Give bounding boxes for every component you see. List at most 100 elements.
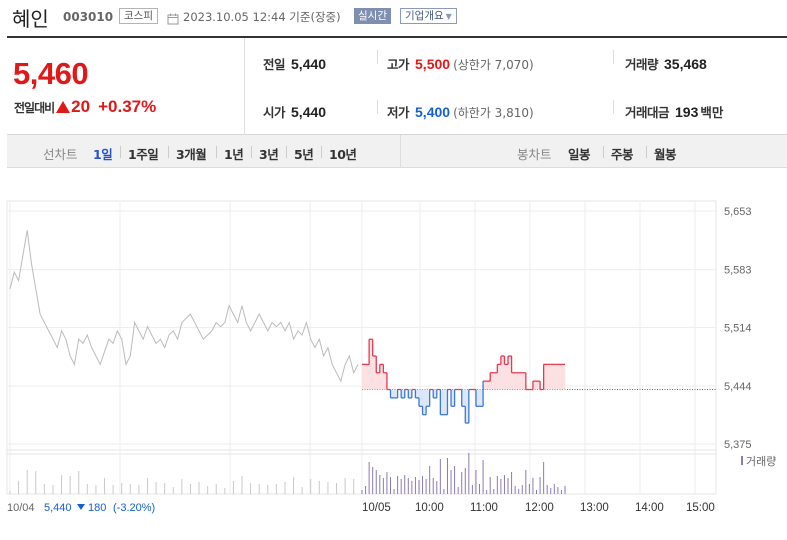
- separator: [120, 146, 121, 158]
- down-area: [433, 389, 438, 398]
- up-area: [511, 372, 516, 390]
- divider: [613, 50, 614, 64]
- down-area: [415, 389, 420, 398]
- trade-value-amount: 193: [675, 104, 699, 120]
- open-label: 시가: [263, 105, 286, 120]
- x-tick-label: 14:00: [635, 502, 664, 514]
- prev-day-change-percent: (-3.20%): [113, 502, 155, 514]
- price-chart[interactable]: 5,653 5,583 5,514 5,444 5,375 거래량 10/05 10:00 11…: [0, 180, 787, 540]
- change-label: 전일대비: [14, 101, 55, 115]
- change-amount: 20: [71, 97, 91, 116]
- volume-label: 거래량: [625, 57, 659, 72]
- low-value: 5,400: [415, 104, 451, 120]
- period-3m[interactable]: 3개월: [176, 147, 207, 162]
- separator: [603, 146, 604, 158]
- up-area: [369, 339, 373, 390]
- y-tick-label: 5,444: [724, 381, 752, 393]
- separator: [216, 146, 217, 158]
- company-overview-label: 기업개요: [405, 10, 444, 22]
- period-10y[interactable]: 10년: [329, 147, 357, 162]
- candle-chart-label: 봉차트: [517, 147, 552, 162]
- caret-down-icon: ▼: [445, 12, 452, 21]
- separator: [321, 146, 322, 158]
- down-area: [451, 389, 455, 407]
- prev-day-change: 180: [88, 502, 106, 514]
- change-percent: +0.37%: [98, 97, 157, 116]
- x-tick-label: 15:00: [686, 502, 715, 514]
- y-tick-label: 5,514: [724, 323, 752, 335]
- up-area: [500, 355, 505, 390]
- period-1y[interactable]: 1년: [224, 147, 244, 162]
- quote-datetime: 2023.10.05 12:44 기준(장중): [183, 10, 341, 24]
- divider: [377, 50, 378, 64]
- chart-toolbar: 선차트 1일 1주일 3개월 1년 3년 5년 10년 봉차트 일봉 주봉 월봉: [7, 135, 787, 168]
- down-area: [479, 389, 484, 407]
- up-area: [383, 372, 388, 390]
- down-area: [440, 389, 445, 415]
- period-1d[interactable]: 1일: [93, 147, 113, 162]
- x-tick-label: 10:00: [415, 502, 444, 514]
- period-1w[interactable]: 1주일: [128, 147, 159, 162]
- up-area: [532, 381, 537, 390]
- company-overview-button[interactable]: 기업개요 ▼: [400, 8, 457, 24]
- separator: [168, 146, 169, 158]
- high-value: 5,500: [415, 56, 451, 72]
- period-5y[interactable]: 5년: [294, 147, 314, 162]
- clock-icon: [167, 10, 179, 25]
- price-box: 5,460 전일대비 20 +0.37%: [7, 38, 245, 135]
- up-area: [493, 372, 498, 390]
- down-area: [394, 389, 398, 398]
- separator: [646, 146, 647, 158]
- down-area: [475, 389, 480, 407]
- change-row: 전일대비 20 +0.37%: [14, 97, 156, 117]
- down-area: [443, 389, 448, 415]
- up-area: [508, 355, 512, 390]
- market-badge: 코스피: [119, 8, 158, 24]
- y-tick-label: 5,653: [724, 206, 752, 218]
- up-area: [515, 372, 520, 390]
- up-area: [362, 364, 366, 390]
- x-tick-label: 11:00: [470, 502, 498, 514]
- prev-close-value: 5,440: [291, 56, 327, 72]
- up-area: [486, 381, 491, 390]
- up-area: [365, 364, 370, 390]
- stock-header: 혜인 003010 코스피 2023.10.05 12:44 기준(장중) 실시…: [0, 0, 787, 36]
- low-label: 저가: [387, 105, 410, 120]
- trade-value-label: 거래대금: [625, 105, 670, 120]
- high-price: 고가 5,500 (상한가 7,070): [387, 54, 534, 73]
- up-area: [372, 355, 377, 390]
- up-area: [518, 372, 523, 390]
- separator: [286, 146, 287, 158]
- high-label: 고가: [387, 57, 410, 72]
- toolbar-divider: [400, 135, 401, 168]
- line-chart-label: 선차트: [43, 147, 78, 162]
- prev-day-date: 10/04: [7, 502, 35, 514]
- up-area: [490, 372, 495, 390]
- y-tick-label: 5,583: [724, 265, 752, 277]
- down-area: [465, 389, 470, 424]
- up-area: [547, 364, 552, 390]
- x-tick-label: 12:00: [525, 502, 554, 514]
- triangle-up-icon: [56, 101, 71, 113]
- up-area: [557, 364, 562, 390]
- period-3y[interactable]: 3년: [259, 147, 279, 162]
- volume-legend-swatch: [741, 456, 743, 465]
- separator: [251, 146, 252, 158]
- open-value: 5,440: [291, 104, 327, 120]
- candle-weekly[interactable]: 주봉: [611, 147, 634, 162]
- volume-legend-label: 거래량: [746, 455, 776, 468]
- up-area: [504, 364, 509, 390]
- prev-close: 전일 5,440: [263, 54, 326, 73]
- stock-name: 혜인: [12, 7, 49, 31]
- chart-canvas[interactable]: 5,653 5,583 5,514 5,444 5,375 거래량 10/05 10:00 11…: [0, 180, 787, 540]
- up-area: [522, 372, 527, 390]
- candle-monthly[interactable]: 월봉: [654, 147, 677, 162]
- up-area: [554, 364, 559, 390]
- divider: [613, 100, 614, 114]
- y-tick-label: 5,375: [724, 439, 752, 451]
- candle-daily[interactable]: 일봉: [568, 147, 591, 162]
- down-area: [426, 389, 430, 407]
- down-area: [422, 389, 427, 415]
- up-area: [483, 381, 487, 390]
- x-tick-label: 13:00: [580, 502, 609, 514]
